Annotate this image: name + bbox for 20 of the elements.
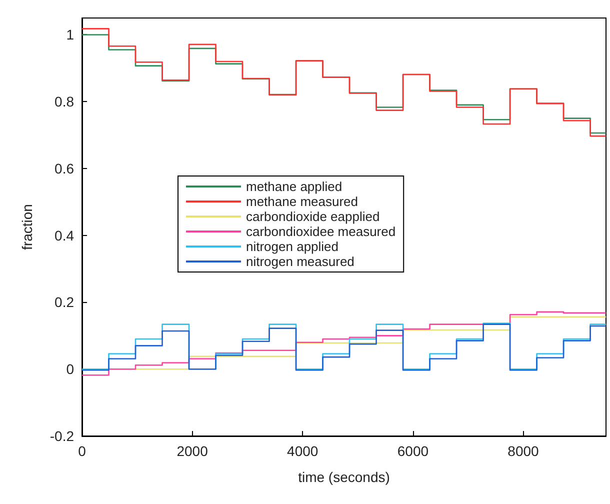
- legend-label: nitrogen applied: [246, 239, 339, 254]
- x-tick-label: 4000: [287, 443, 318, 459]
- x-tick-label: 8000: [508, 443, 540, 459]
- y-tick-label: 1: [66, 26, 74, 43]
- y-tick-label: 0.8: [54, 94, 74, 110]
- legend-label: carbondioxidee measured: [246, 224, 396, 239]
- x-tick-label: 0: [78, 443, 86, 459]
- legend-label: methane applied: [246, 179, 342, 194]
- x-tick-label: 6000: [397, 443, 429, 459]
- y-tick-label: 0.6: [54, 160, 74, 176]
- legend-label: nitrogen measured: [246, 254, 354, 269]
- y-tick-label: 0: [66, 361, 74, 378]
- y-tick-label: -0.2: [50, 428, 74, 444]
- x-axis-title: time (seconds): [298, 469, 390, 485]
- x-tick-label: 2000: [176, 443, 208, 459]
- legend-label: carbondioxide eapplied: [246, 209, 380, 224]
- y-tick-label: 0.2: [54, 294, 74, 310]
- legend-label: methane measured: [246, 194, 358, 209]
- y-axis-title: fraction: [19, 204, 35, 250]
- y-tick-label: 0.4: [54, 227, 74, 244]
